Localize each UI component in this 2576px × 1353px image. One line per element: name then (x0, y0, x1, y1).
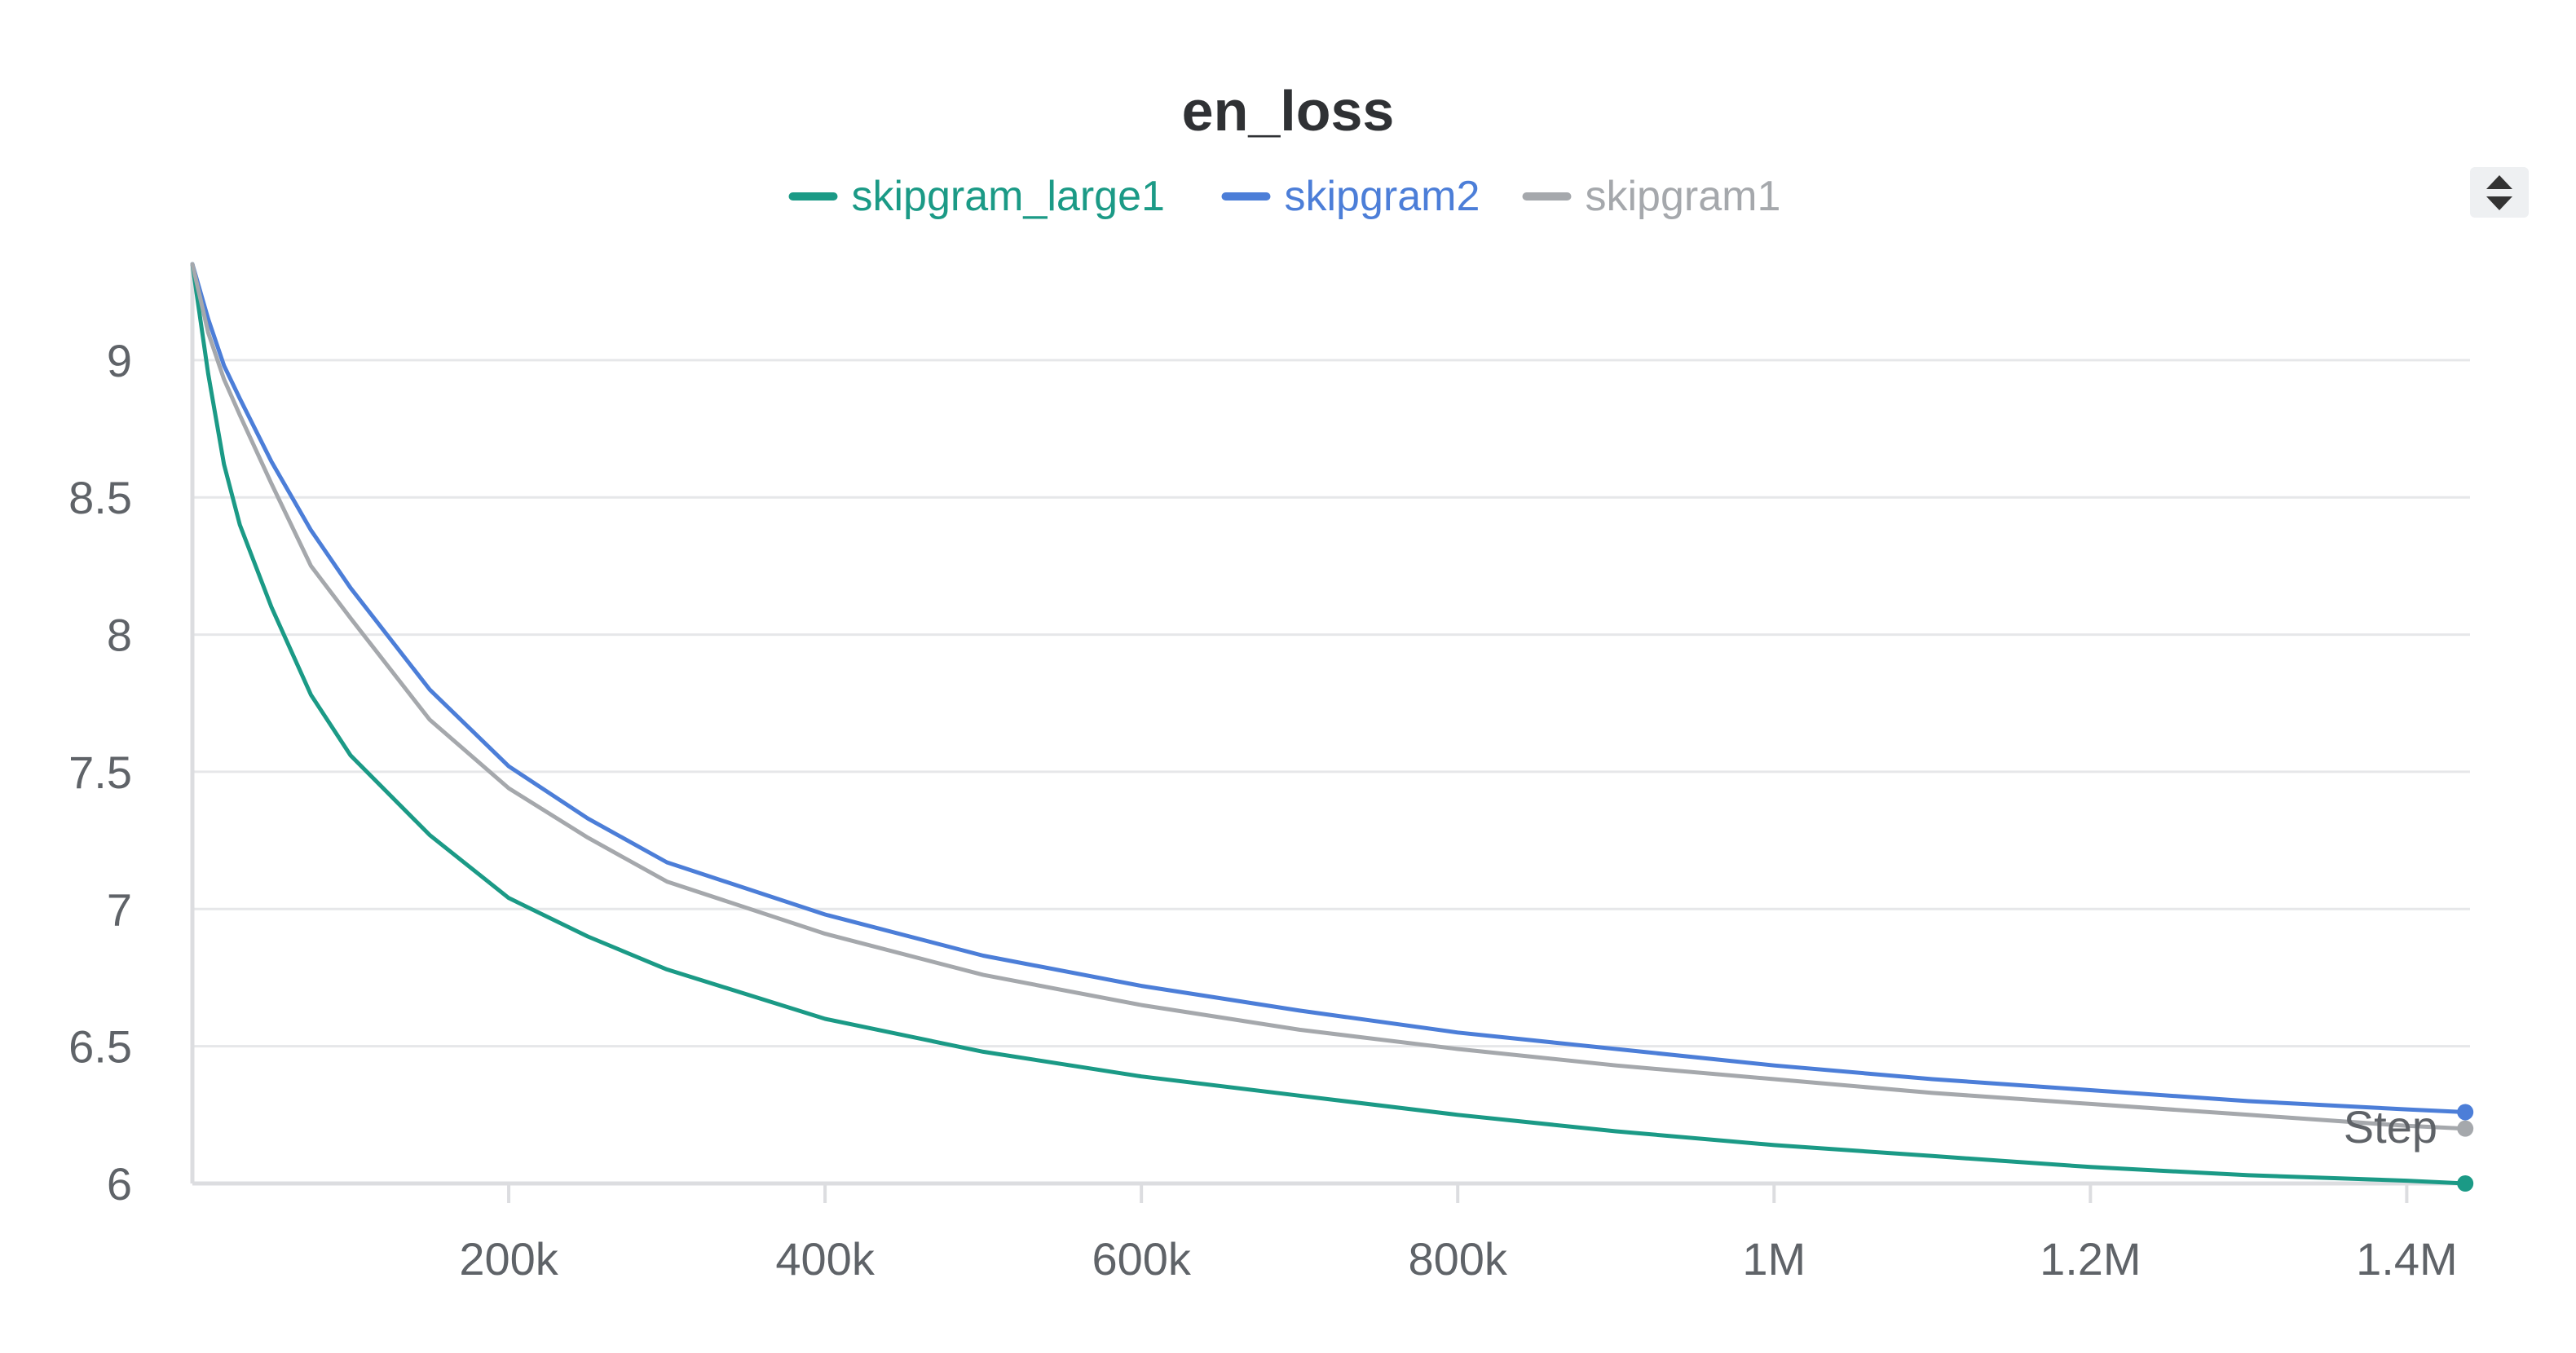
x-tick-label: 1.2M (2040, 1233, 2142, 1285)
x-tick-label: 1M (1742, 1233, 1806, 1285)
series-endpoint-skipgram_large1 (2457, 1175, 2474, 1192)
x-axis-label: Step (2344, 1101, 2437, 1152)
y-tick-label: 6.5 (68, 1021, 132, 1073)
series-line-skipgram1 (190, 262, 2468, 1131)
x-tick-label: 600k (1092, 1233, 1191, 1285)
y-tick-label: 9 (107, 335, 132, 386)
series-lines (190, 262, 2468, 1186)
legend-label: skipgram_large1 (852, 173, 1165, 220)
legend-label: skipgram2 (1285, 173, 1480, 220)
legend-label: skipgram1 (1586, 173, 1781, 220)
legend: skipgram_large1 skipgram2 skipgram1 (788, 173, 1781, 220)
series-line-skipgram_large1 (190, 262, 2468, 1186)
y-tick-label: 8.5 (68, 472, 132, 523)
grid-lines (192, 359, 2470, 1048)
x-tick-label: 1.4M (2356, 1233, 2458, 1285)
y-tick-label: 6 (107, 1158, 132, 1210)
y-tick-label: 7.5 (68, 747, 132, 798)
series-endpoints (2457, 1104, 2474, 1192)
y-tick-label: 7 (107, 884, 132, 935)
axes: 6 6.5 7 7.5 8 8.5 9 200k 400k 600k 800k 1M 1.2M 1.4M (68, 264, 2470, 1285)
x-tick-label: 800k (1409, 1233, 1508, 1285)
chart-title: en_loss (1182, 79, 1395, 143)
x-tick-label: 200k (459, 1233, 558, 1285)
series-endpoint-skipgram2 (2457, 1104, 2474, 1121)
x-tick-label: 400k (775, 1233, 875, 1285)
y-tick-label: 8 (107, 610, 132, 661)
series-endpoint-skipgram1 (2457, 1120, 2474, 1137)
series-line-skipgram2 (190, 262, 2468, 1114)
sort-arrows-icon[interactable] (2470, 167, 2529, 218)
